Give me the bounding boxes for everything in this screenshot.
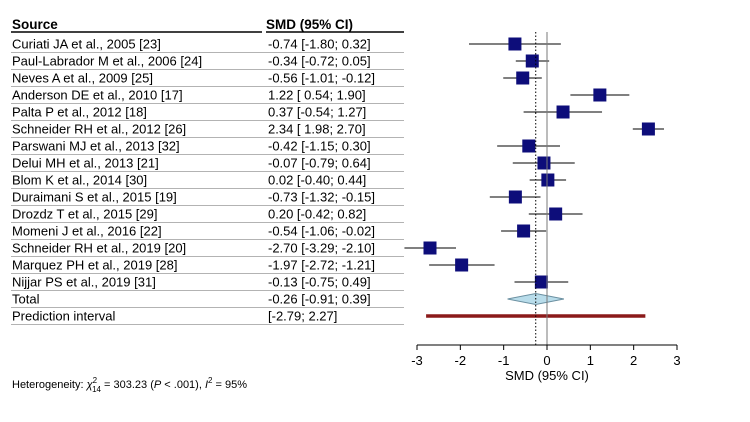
study-point	[455, 258, 469, 272]
row-ci-label: 0.37 [-0.54; 1.27]	[268, 105, 366, 120]
het-chi-value: = 303.23 (	[101, 379, 154, 391]
het-p-symbol: P	[154, 379, 162, 391]
row-source-label: Momeni J et al., 2016 [22]	[12, 224, 162, 239]
smd-header: SMD (95% CI)	[266, 17, 353, 32]
row-source-label: Total	[12, 292, 40, 307]
row-ci-label: -0.74 [-1.80; 0.32]	[268, 37, 371, 52]
row-ci-label: -0.42 [-1.15; 0.30]	[268, 139, 371, 154]
study-point	[508, 37, 522, 51]
row-ci-label: -0.34 [-0.72; 0.05]	[268, 54, 371, 69]
study-point	[556, 105, 570, 119]
row-source-label: Schneider RH et al., 2012 [26]	[12, 122, 186, 137]
x-tick-label: 1	[587, 353, 594, 368]
row-ci-label: -0.26 [-0.91; 0.39]	[268, 292, 371, 307]
het-prefix: Heterogeneity:	[12, 379, 87, 391]
row-ci-label: -0.13 [-0.75; 0.49]	[268, 275, 371, 290]
row-source-label: Delui MH et al., 2013 [21]	[12, 156, 159, 171]
row-ci-label: -0.56 [-1.01; -0.12]	[268, 71, 375, 86]
study-point	[516, 71, 530, 85]
study-point	[537, 156, 551, 170]
het-chi-sub: 14	[92, 385, 101, 394]
row-source-label: Blom K et al., 2014 [30]	[12, 173, 147, 188]
row-ci-label: -0.07 [-0.79; 0.64]	[268, 156, 371, 171]
study-point	[549, 207, 563, 221]
row-ci-label: -0.73 [-1.32; -0.15]	[268, 190, 375, 205]
study-point	[541, 173, 555, 187]
het-chi-sup: 2	[93, 376, 98, 385]
study-point	[517, 224, 531, 238]
row-ci-label: 0.02 [-0.40; 0.44]	[268, 173, 366, 188]
row-source-label: Nijjar PS et al., 2019 [31]	[12, 275, 156, 290]
source-header: Source	[12, 17, 58, 32]
heterogeneity-text: Heterogeneity: χ2 14 = 303.23 (P < .001),…	[12, 376, 247, 394]
row-source-label: Neves A et al., 2009 [25]	[12, 71, 153, 86]
x-axis-title: SMD (95% CI)	[505, 368, 589, 383]
x-tick-label: 0	[543, 353, 550, 368]
row-ci-label: 2.34 [ 1.98; 2.70]	[268, 122, 366, 137]
row-ci-label: -0.54 [-1.06; -0.02]	[268, 224, 375, 239]
row-ci-label: [-2.79; 2.27]	[268, 309, 337, 324]
row-source-label: Prediction interval	[12, 309, 115, 324]
row-source-label: Palta P et al., 2012 [18]	[12, 105, 147, 120]
study-point	[534, 275, 548, 289]
row-source-label: Anderson DE et al., 2010 [17]	[12, 88, 183, 103]
row-source-label: Parswani MJ et al., 2013 [32]	[12, 139, 180, 154]
row-source-label: Duraimani S et al., 2015 [19]	[12, 190, 177, 205]
study-point	[641, 122, 655, 136]
x-tick-label: 2	[630, 353, 637, 368]
row-ci-label: 1.22 [ 0.54; 1.90]	[268, 88, 366, 103]
row-ci-label: 0.20 [-0.42; 0.82]	[268, 207, 366, 222]
x-tick-label: -2	[455, 353, 467, 368]
row-source-label: Marquez PH et al., 2019 [28]	[12, 258, 177, 273]
study-point	[508, 190, 522, 204]
study-point	[593, 88, 607, 102]
study-point	[522, 139, 536, 153]
row-source-label: Paul-Labrador M et al., 2006 [24]	[12, 54, 202, 69]
x-tick-label: -1	[498, 353, 510, 368]
row-source-label: Curiati JA et al., 2005 [23]	[12, 37, 161, 52]
x-tick-label: -3	[411, 353, 423, 368]
row-ci-label: -1.97 [-2.72; -1.21]	[268, 258, 375, 273]
het-i-symbol: I	[205, 379, 208, 391]
het-i-value: = 95%	[212, 379, 247, 391]
row-source-label: Schneider RH et al., 2019 [20]	[12, 241, 186, 256]
row-source-label: Drozdz T et al., 2015 [29]	[12, 207, 158, 222]
x-tick-label: 3	[673, 353, 680, 368]
plot-area: -3 -2 -1 0 1 2 3 SMD (95% CI)	[404, 32, 681, 383]
table-rows: Curiati JA et al., 2005 [23] -0.74 [-1.80…	[11, 37, 404, 325]
het-i-sup: 2	[208, 376, 213, 385]
het-p-value: < .001),	[161, 379, 205, 391]
het-chi-symbol: χ	[86, 379, 94, 391]
study-point	[525, 54, 539, 68]
row-ci-label: -2.70 [-3.29; -2.10]	[268, 241, 375, 256]
study-point	[423, 241, 437, 255]
